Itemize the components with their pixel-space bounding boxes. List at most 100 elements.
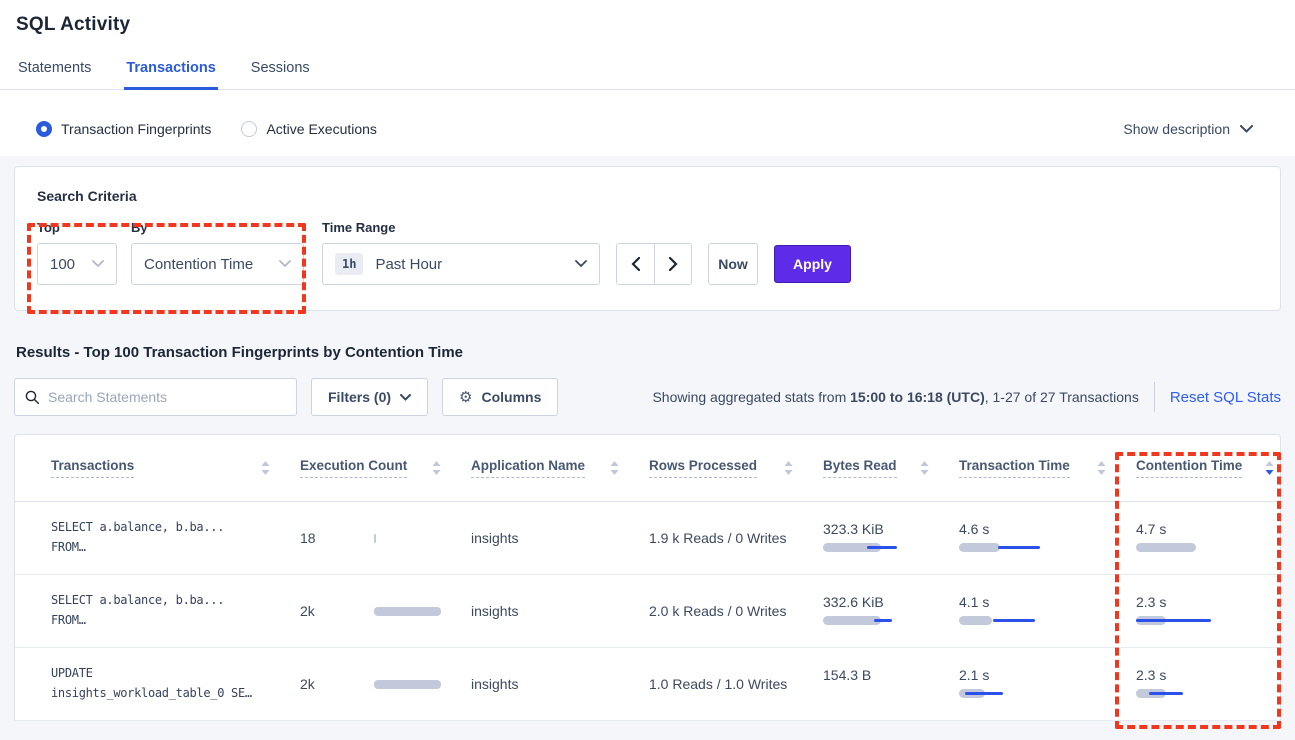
bytes-read-cell: 332.6 KiB [823, 594, 959, 628]
show-description-label: Show description [1123, 120, 1230, 137]
sort-arrows-icon[interactable] [1097, 461, 1106, 475]
rows-processed-cell: 1.0 Reads / 1.0 Writes [649, 676, 788, 692]
column-header-label[interactable]: Contention Time [1136, 458, 1243, 478]
transaction-fingerprint-link[interactable]: UPDATE [51, 666, 93, 681]
column-header-label[interactable]: Rows Processed [649, 458, 758, 478]
chevron-down-icon [575, 260, 587, 268]
radio-label: Transaction Fingerprints [61, 120, 212, 137]
execution-count-bar [374, 534, 376, 543]
contention-time-cell: 4.7 s [1136, 521, 1280, 555]
filters-button[interactable]: Filters (0) [311, 378, 429, 416]
radio-transaction-fingerprints[interactable]: Transaction Fingerprints [36, 120, 212, 137]
by-select[interactable]: Contention Time [131, 243, 304, 285]
radio-label: Active Executions [266, 120, 377, 137]
column-header-label[interactable]: Transactions [51, 458, 135, 478]
columns-button[interactable]: ⚙ Columns [442, 378, 559, 416]
time-range-value: Past Hour [375, 255, 443, 273]
transaction-time-cell: 4.6 s [959, 521, 1136, 555]
bytes-read-cell: 154.3 B [823, 667, 959, 701]
chevron-down-icon [92, 260, 104, 268]
transaction-fingerprint-link[interactable]: FROM… [51, 540, 86, 554]
contention-time-bar [1136, 616, 1266, 626]
now-button[interactable]: Now [708, 243, 758, 285]
columns-label: Columns [481, 389, 542, 405]
bar-mean [959, 616, 992, 625]
execution-count-value: 2k [300, 676, 315, 692]
transaction-time-cell: 4.1 s [959, 594, 1136, 628]
page-body: Transaction Fingerprints Active Execution… [0, 101, 1295, 740]
sort-arrows-icon[interactable] [610, 461, 619, 475]
execution-count-cell: 2k [300, 575, 471, 647]
by-label: By [131, 220, 148, 235]
chevron-down-icon [279, 260, 291, 268]
rows-processed-cell: 1.9 k Reads / 0 Writes [649, 530, 787, 546]
transaction-time-value: 2.1 s [959, 667, 990, 683]
column-header-label[interactable]: Execution Count [300, 458, 408, 478]
transaction-time-cell: 2.1 s [959, 667, 1136, 701]
sort-arrows-icon[interactable] [1265, 461, 1274, 475]
chevron-down-icon [1240, 124, 1253, 133]
transaction-fingerprint-link[interactable]: SELECT a.balance, b.ba... [51, 520, 225, 535]
bar-mean [959, 543, 1000, 552]
table-header-row: Transactions Execution Count Application N… [15, 435, 1280, 502]
page-header: SQL Activity Statements Transactions Sessi… [0, 0, 1295, 90]
sort-arrows-icon[interactable] [432, 461, 441, 475]
search-criteria-title: Search Criteria [37, 188, 137, 204]
tab-transactions[interactable]: Transactions [124, 60, 218, 90]
time-range-label: Time Range [322, 220, 396, 235]
divider [1153, 382, 1155, 412]
contention-time-cell: 2.3 s [1136, 594, 1280, 628]
sort-arrows-icon[interactable] [261, 461, 270, 475]
transaction-time-bar [959, 616, 1089, 626]
results-controls: Filters (0) ⚙ Columns Showing aggregated… [14, 378, 1281, 416]
application-name-cell: insights [471, 530, 519, 546]
reset-sql-stats-link[interactable]: Reset SQL Stats [1169, 388, 1281, 406]
search-criteria-card: Search Criteria Top 100 By Contention Ti… [14, 166, 1281, 311]
transaction-fingerprint-link[interactable]: insights_workload_table_0 SE… [51, 686, 252, 700]
column-header-transaction-time: Transaction Time [959, 458, 1136, 478]
application-name-cell: insights [471, 676, 519, 692]
time-next-button[interactable] [654, 244, 691, 284]
column-header-label[interactable]: Application Name [471, 458, 586, 478]
bytes-read-cell: 323.3 KiB [823, 521, 959, 555]
execution-count-bar [374, 607, 441, 616]
table-row[interactable]: UPDATE insights_workload_table_0 SE… 2k ins… [15, 648, 1280, 721]
time-prev-button[interactable] [617, 244, 654, 284]
search-statements-input[interactable] [48, 389, 286, 405]
column-header-execution-count: Execution Count [300, 458, 471, 478]
apply-button[interactable]: Apply [774, 245, 851, 283]
top-field: Top 100 [37, 220, 131, 285]
show-description-toggle[interactable]: Show description [1123, 121, 1253, 137]
contention-time-value: 2.3 s [1136, 594, 1167, 610]
bar-stddev [998, 546, 1040, 549]
chevron-left-icon [631, 257, 640, 271]
gear-icon: ⚙ [459, 388, 473, 406]
table-row[interactable]: SELECT a.balance, b.ba... FROM… 2k insights… [15, 575, 1280, 648]
table-row[interactable]: SELECT a.balance, b.ba... FROM… 18 insights… [15, 502, 1280, 575]
sort-arrows-icon[interactable] [920, 461, 929, 475]
tab-statements[interactable]: Statements [18, 60, 92, 76]
column-header-label[interactable]: Bytes Read [823, 458, 897, 478]
bar-mean [823, 616, 881, 625]
view-toggle-bar: Transaction Fingerprints Active Execution… [0, 101, 1295, 156]
sort-arrows-icon[interactable] [784, 461, 793, 475]
tab-sessions[interactable]: Sessions [250, 60, 310, 76]
column-header-application-name: Application Name [471, 458, 649, 478]
column-header-label[interactable]: Transaction Time [959, 458, 1070, 478]
transactions-table: Transactions Execution Count Application N… [14, 434, 1281, 721]
bytes-read-value: 323.3 KiB [823, 521, 884, 537]
chevron-down-icon [400, 393, 412, 401]
bar-stddev [1136, 619, 1211, 622]
column-header-rows-processed: Rows Processed [649, 458, 823, 478]
transaction-fingerprint-link[interactable]: FROM… [51, 613, 86, 627]
radio-active-executions[interactable]: Active Executions [241, 120, 377, 137]
time-range-select[interactable]: 1h Past Hour [322, 243, 600, 285]
rows-processed-cell: 2.0 k Reads / 0 Writes [649, 603, 787, 619]
table-body: SELECT a.balance, b.ba... FROM… 18 insights… [15, 502, 1280, 721]
transaction-fingerprint-link[interactable]: SELECT a.balance, b.ba... [51, 593, 225, 608]
chevron-right-icon [668, 257, 678, 271]
contention-time-cell: 2.3 s [1136, 667, 1280, 701]
top-select[interactable]: 100 [37, 243, 117, 285]
bar-stddev [867, 546, 897, 549]
column-header-transactions: Transactions [51, 458, 300, 478]
